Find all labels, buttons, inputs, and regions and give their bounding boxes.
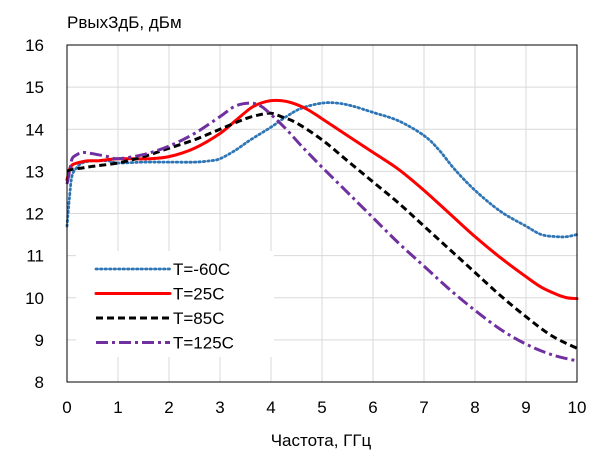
x-tick-label: 7	[419, 398, 428, 417]
x-tick-label: 6	[368, 398, 377, 417]
legend-label-2: T=25C	[173, 285, 225, 304]
chart-series	[65, 98, 579, 363]
plot-area-border	[66, 44, 578, 383]
series-line-2	[65, 98, 579, 301]
y-tick-label: 12	[25, 205, 44, 224]
x-tick-label: 1	[113, 398, 122, 417]
x-tick-label: 10	[568, 398, 587, 417]
x-tick-label: 5	[317, 398, 326, 417]
series-line-4	[65, 101, 578, 363]
y-tick-label: 16	[25, 36, 44, 55]
y-tick-label: 14	[25, 120, 44, 139]
y-tick-label: 9	[35, 331, 44, 350]
x-tick-label: 4	[266, 398, 275, 417]
x-axis-label: Частота, ГГц	[271, 431, 372, 450]
y-tick-label: 8	[35, 373, 44, 392]
legend-label-1: T=-60C	[173, 260, 230, 279]
y-tick-label: 11	[26, 247, 44, 266]
y-tick-label: 10	[25, 289, 44, 308]
x-tick-label: 9	[521, 398, 530, 417]
x-tick-label: 0	[62, 398, 71, 417]
x-tick-label: 2	[164, 398, 173, 417]
legend-label-3: T=85C	[173, 309, 225, 328]
legend-label-4: T=125C	[173, 334, 234, 353]
x-tick-label: 3	[215, 398, 224, 417]
y-tick-label: 13	[25, 162, 44, 181]
series-line-3	[66, 111, 578, 350]
y-axis-label: PвыхЗдБ, дБм	[67, 13, 182, 32]
y-tick-label: 15	[25, 78, 44, 97]
legend: T=-60C T=25C T=85C T=125C	[76, 251, 274, 357]
x-tick-label: 8	[470, 398, 479, 417]
